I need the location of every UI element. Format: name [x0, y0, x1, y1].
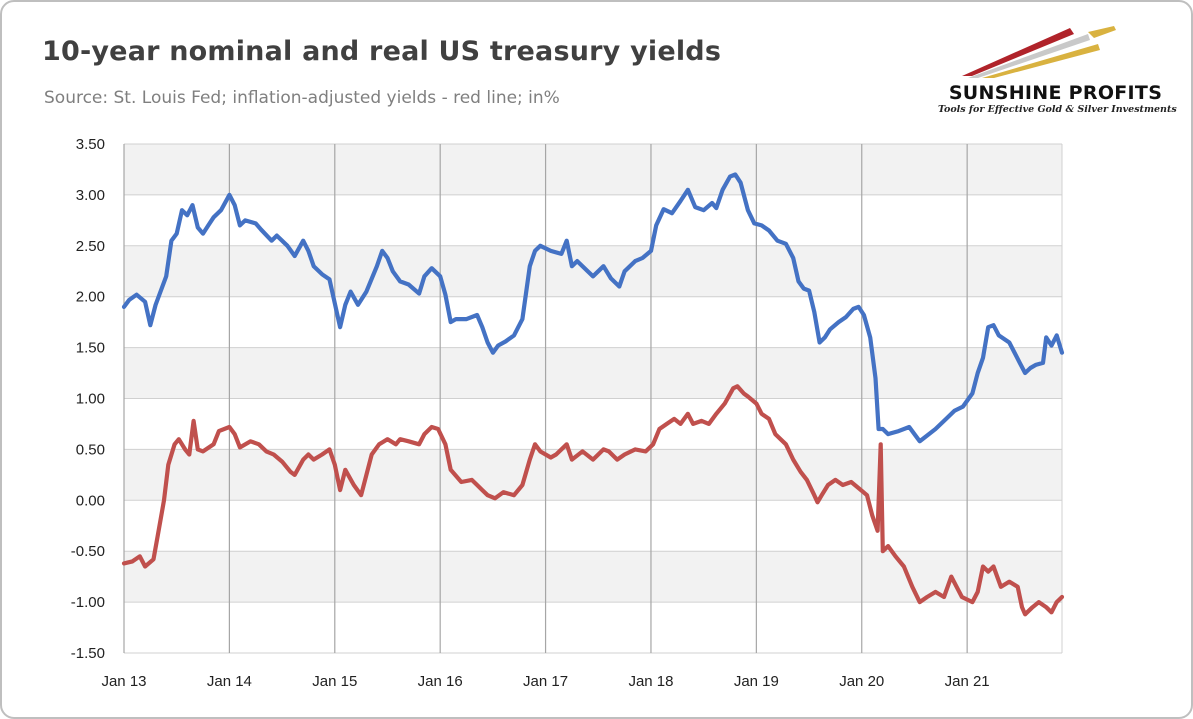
plot-band — [124, 347, 1062, 399]
plot-band — [124, 296, 1062, 348]
y-tick-label: -0.50 — [71, 543, 105, 560]
y-tick-label: 0.00 — [76, 492, 105, 509]
y-tick-label: 2.00 — [76, 289, 105, 306]
sunshine-profits-logo: SUNSHINE PROFITS Tools for Effective Gol… — [938, 20, 1177, 120]
logo-tagline: Tools for Effective Gold & Silver Invest… — [938, 104, 1177, 115]
x-tick-label: Jan 13 — [101, 673, 146, 690]
logo-name: SUNSHINE PROFITS — [948, 82, 1163, 104]
chart-title: 10-year nominal and real US treasury yie… — [42, 36, 722, 67]
x-tick-label: Jan 16 — [418, 673, 463, 690]
x-tick-label: Jan 21 — [945, 673, 990, 690]
plot-band — [124, 500, 1062, 552]
x-tick-label: Jan 14 — [207, 673, 252, 690]
x-tick-label: Jan 19 — [734, 673, 779, 690]
plot-band — [124, 551, 1062, 603]
plot-band — [124, 602, 1062, 653]
y-tick-label: 3.00 — [76, 187, 105, 204]
y-tick-label: 3.50 — [76, 136, 105, 153]
y-tick-label: -1.00 — [71, 594, 105, 611]
y-tick-label: -1.50 — [71, 645, 105, 662]
x-tick-label: Jan 17 — [523, 673, 568, 690]
real-yield-line — [121, 384, 1065, 617]
y-tick-label: 2.50 — [76, 238, 105, 255]
y-tick-label: 1.00 — [76, 391, 105, 408]
x-tick-label: Jan 20 — [839, 673, 884, 690]
x-tick-label: Jan 18 — [628, 673, 673, 690]
y-tick-label: 1.50 — [76, 340, 105, 357]
y-tick-label: 0.50 — [76, 441, 105, 458]
nominal-yield-line — [121, 172, 1065, 444]
x-tick-label: Jan 15 — [312, 673, 357, 690]
plot-band — [124, 144, 1062, 195]
plot-band — [124, 398, 1062, 450]
logo-swoosh-icon — [962, 26, 1116, 78]
plot-band — [124, 245, 1062, 297]
plot-band — [124, 194, 1062, 246]
chart-subtitle: Source: St. Louis Fed; inflation-adjuste… — [44, 88, 560, 108]
